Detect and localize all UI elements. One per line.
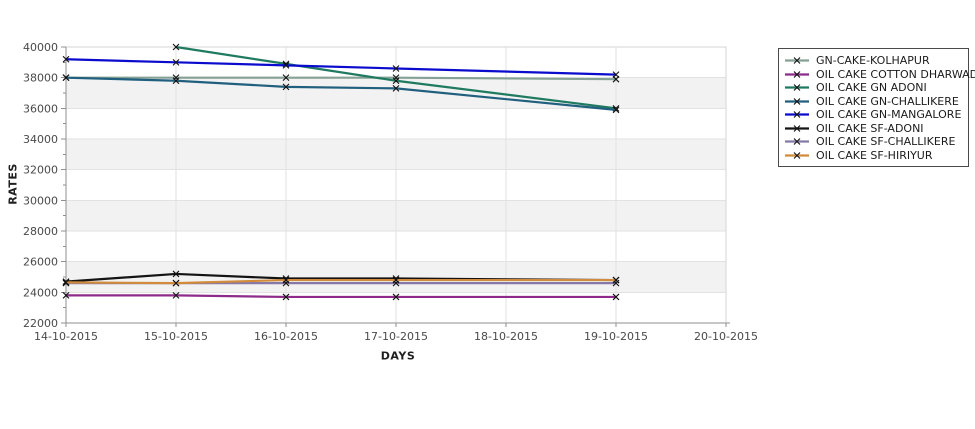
y-axis-title: RATES [6,163,20,205]
y-tick-label: 38000 [23,72,58,85]
data-point-marker [392,293,400,301]
x-tick-label: 19-10-2015 [584,330,648,343]
data-point-marker [62,55,70,63]
x-tick-label: 20-10-2015 [694,330,758,343]
legend-line-marker-icon [785,70,809,78]
series-oil-cake-cotton-dharwad [62,292,620,301]
legend-line-marker-icon [785,152,809,159]
legend-line-marker-icon [785,111,809,119]
data-point-marker [172,58,180,66]
series-oil-cake-gn-challikere [62,74,620,114]
data-point-marker [172,77,180,85]
x-axis-ticks: 14-10-2015 15-10-2015 16-10-2015 17-10-2015… [34,323,758,343]
y-tick-label: 26000 [23,256,58,269]
legend-item-oil-cake-sf-challikere: OIL CAKE SF-CHALLIKERE [784,135,964,148]
legend-item-oil-cake-gn-challikere: OIL CAKE GN-CHALLIKERE [784,95,964,108]
legend-item-oil-cake-sf-hiriyur: OIL CAKE SF-HIRIYUR [784,149,964,162]
legend-label: GN-CAKE-KOLHAPUR [816,54,930,67]
y-tick-label: 30000 [23,194,58,207]
legend-label: OIL CAKE SF-CHALLIKERE [816,135,956,149]
data-point-marker [282,83,290,91]
legend-line-marker-icon [785,84,809,92]
series-oil-cake-sf-hiriyur [62,276,620,287]
data-point-marker [612,276,620,284]
y-tick-label: 40000 [23,41,58,54]
data-point-marker [172,292,180,299]
data-point-marker [172,270,180,278]
legend-label: OIL CAKE COTTON DHARWAD [816,67,975,81]
legend-label: OIL CAKE SF-HIRIYUR [816,148,933,162]
data-point-marker [392,77,400,85]
legend-item-oil-cake-gn-mangalore: OIL CAKE GN-MANGALORE [784,108,964,121]
legend-line-marker-icon [785,124,809,132]
x-tick-label: 16-10-2015 [254,330,318,343]
chart-legend: GN-CAKE-KOLHAPUR OIL CAKE COTTON DHARWAD O… [778,48,975,167]
x-tick-label: 18-10-2015 [474,330,538,343]
legend-label: OIL CAKE SF-ADONI [816,121,924,135]
data-point-marker [282,276,290,284]
data-point-marker [392,276,400,284]
data-point-marker [612,106,620,114]
data-point-marker [172,43,180,51]
data-point-marker [62,278,70,286]
data-point-marker [282,74,290,82]
data-point-marker [612,71,620,78]
legend-line-marker-icon [785,138,809,146]
x-tick-label: 14-10-2015 [34,330,98,343]
x-axis-title: DAYS [380,349,416,363]
data-point-marker [612,293,620,301]
legend-item-gn-cake-kolhapur: GN-CAKE-KOLHAPUR [784,54,964,67]
y-axis-ticks: 22000 24000 26000 28000 30000 32000 34000 36000… [23,41,66,330]
legend-item-oil-cake-gn-adoni: OIL CAKE GN ADONI [784,81,964,94]
x-tick-label: 17-10-2015 [364,330,428,343]
legend-item-oil-cake-sf-adoni: OIL CAKE SF-ADONI [784,122,964,135]
y-tick-label: 36000 [23,102,58,115]
data-point-marker [392,85,400,92]
data-point-marker [62,74,70,82]
data-point-marker [392,65,400,72]
data-point-marker [62,292,70,299]
y-tick-label: 28000 [23,225,58,238]
legend-label: OIL CAKE GN-MANGALORE [816,108,962,122]
data-point-marker [282,62,290,69]
data-point-marker [172,279,180,287]
y-tick-label: 22000 [23,317,58,330]
legend-item-oil-cake-cotton-dharwad: OIL CAKE COTTON DHARWAD [784,68,975,81]
legend-line-marker-icon [785,57,809,64]
data-point-marker [282,293,290,301]
legend-label: OIL CAKE GN ADONI [816,81,927,95]
y-tick-label: 24000 [23,286,58,299]
x-tick-label: 15-10-2015 [144,330,208,343]
legend-label: OIL CAKE GN-CHALLIKERE [816,94,959,108]
y-tick-label: 34000 [23,133,58,146]
y-tick-label: 32000 [23,164,58,177]
legend-line-marker-icon [785,97,809,105]
series-oil-cake-gn-mangalore [62,55,620,78]
